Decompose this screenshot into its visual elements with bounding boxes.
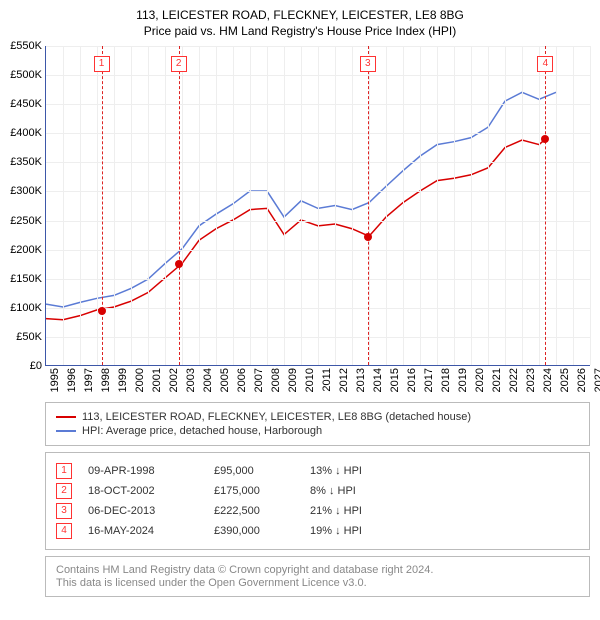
x-tick-label: 2018 xyxy=(440,368,452,392)
x-tick-label: 2009 xyxy=(287,368,299,392)
x-tick-label: 2024 xyxy=(542,368,554,392)
sale-hpi-diff: 13% ↓ HPI xyxy=(310,465,400,477)
legend-swatch xyxy=(56,416,76,418)
x-tick-label: 2006 xyxy=(236,368,248,392)
x-tick-label: 1999 xyxy=(117,368,129,392)
title-block: 113, LEICESTER ROAD, FLECKNEY, LEICESTER… xyxy=(0,0,600,42)
legend: 113, LEICESTER ROAD, FLECKNEY, LEICESTER… xyxy=(45,402,590,446)
y-tick-label: £0 xyxy=(30,360,46,372)
x-tick-label: 2003 xyxy=(185,368,197,392)
x-tick-label: 2021 xyxy=(491,368,503,392)
y-tick-label: £500K xyxy=(10,69,46,81)
legend-row: HPI: Average price, detached house, Harb… xyxy=(56,425,579,437)
x-tick-label: 2008 xyxy=(270,368,282,392)
y-tick-label: £450K xyxy=(10,98,46,110)
x-tick-label: 2010 xyxy=(304,368,316,392)
table-row: 4 16-MAY-2024 £390,000 19% ↓ HPI xyxy=(56,523,579,539)
x-tick-label: 2007 xyxy=(253,368,265,392)
table-row: 1 09-APR-1998 £95,000 13% ↓ HPI xyxy=(56,463,579,479)
sale-price: £222,500 xyxy=(214,505,304,517)
y-tick-label: £350K xyxy=(10,156,46,168)
x-tick-label: 2001 xyxy=(151,368,163,392)
sale-date: 18-OCT-2002 xyxy=(88,485,208,497)
title-subtitle: Price paid vs. HM Land Registry's House … xyxy=(10,24,590,38)
sale-marker-dot xyxy=(175,260,183,268)
sale-marker-number: 1 xyxy=(56,463,72,479)
license-block: Contains HM Land Registry data © Crown c… xyxy=(45,556,590,597)
x-tick-label: 2011 xyxy=(321,368,333,392)
y-tick-label: £400K xyxy=(10,127,46,139)
table-row: 3 06-DEC-2013 £222,500 21% ↓ HPI xyxy=(56,503,579,519)
y-tick-label: £300K xyxy=(10,185,46,197)
license-text: Contains HM Land Registry data © Crown c… xyxy=(56,564,579,576)
sale-hpi-diff: 21% ↓ HPI xyxy=(310,505,400,517)
sale-marker-dot xyxy=(541,135,549,143)
x-tick-label: 2023 xyxy=(525,368,537,392)
x-tick-label: 2002 xyxy=(168,368,180,392)
sale-marker-number: 4 xyxy=(56,523,72,539)
sale-date: 16-MAY-2024 xyxy=(88,525,208,537)
x-tick-label: 2012 xyxy=(338,368,350,392)
x-tick-label: 2017 xyxy=(423,368,435,392)
x-tick-label: 2025 xyxy=(559,368,571,392)
x-tick-label: 2026 xyxy=(576,368,588,392)
sale-marker-flag: 2 xyxy=(171,56,187,72)
sale-marker-dot xyxy=(364,233,372,241)
sale-marker-flag: 4 xyxy=(537,56,553,72)
license-text: This data is licensed under the Open Gov… xyxy=(56,577,579,589)
chart-area: £0£50K£100K£150K£200K£250K£300K£350K£400… xyxy=(45,46,590,396)
sale-date: 06-DEC-2013 xyxy=(88,505,208,517)
sale-marker-dot xyxy=(98,307,106,315)
y-tick-label: £250K xyxy=(10,215,46,227)
x-tick-label: 2016 xyxy=(406,368,418,392)
x-tick-label: 2014 xyxy=(372,368,384,392)
x-tick-label: 2004 xyxy=(202,368,214,392)
legend-label: 113, LEICESTER ROAD, FLECKNEY, LEICESTER… xyxy=(82,411,471,423)
title-address: 113, LEICESTER ROAD, FLECKNEY, LEICESTER… xyxy=(10,8,590,22)
chart-container: 113, LEICESTER ROAD, FLECKNEY, LEICESTER… xyxy=(0,0,600,597)
sales-table: 1 09-APR-1998 £95,000 13% ↓ HPI 2 18-OCT… xyxy=(45,452,590,550)
x-tick-label: 1998 xyxy=(100,368,112,392)
y-tick-label: £150K xyxy=(10,273,46,285)
x-tick-label: 2027 xyxy=(593,368,600,392)
x-tick-label: 2005 xyxy=(219,368,231,392)
legend-label: HPI: Average price, detached house, Harb… xyxy=(82,425,322,437)
table-row: 2 18-OCT-2002 £175,000 8% ↓ HPI xyxy=(56,483,579,499)
sale-hpi-diff: 8% ↓ HPI xyxy=(310,485,400,497)
sale-price: £175,000 xyxy=(214,485,304,497)
y-tick-label: £550K xyxy=(10,40,46,52)
plot: £0£50K£100K£150K£200K£250K£300K£350K£400… xyxy=(45,46,590,366)
sale-marker-flag: 3 xyxy=(360,56,376,72)
x-tick-label: 2019 xyxy=(457,368,469,392)
legend-swatch xyxy=(56,430,76,432)
y-tick-label: £100K xyxy=(10,302,46,314)
x-tick-label: 2013 xyxy=(355,368,367,392)
x-tick-label: 2000 xyxy=(134,368,146,392)
x-tick-label: 1997 xyxy=(83,368,95,392)
sale-price: £390,000 xyxy=(214,525,304,537)
sale-marker-flag: 1 xyxy=(94,56,110,72)
sale-hpi-diff: 19% ↓ HPI xyxy=(310,525,400,537)
y-tick-label: £50K xyxy=(16,331,46,343)
legend-row: 113, LEICESTER ROAD, FLECKNEY, LEICESTER… xyxy=(56,411,579,423)
x-tick-label: 1996 xyxy=(66,368,78,392)
sale-date: 09-APR-1998 xyxy=(88,465,208,477)
x-tick-label: 1995 xyxy=(49,368,61,392)
sale-price: £95,000 xyxy=(214,465,304,477)
x-tick-label: 2022 xyxy=(508,368,520,392)
y-tick-label: £200K xyxy=(10,244,46,256)
sale-marker-number: 2 xyxy=(56,483,72,499)
x-tick-label: 2015 xyxy=(389,368,401,392)
x-tick-label: 2020 xyxy=(474,368,486,392)
sale-marker-number: 3 xyxy=(56,503,72,519)
